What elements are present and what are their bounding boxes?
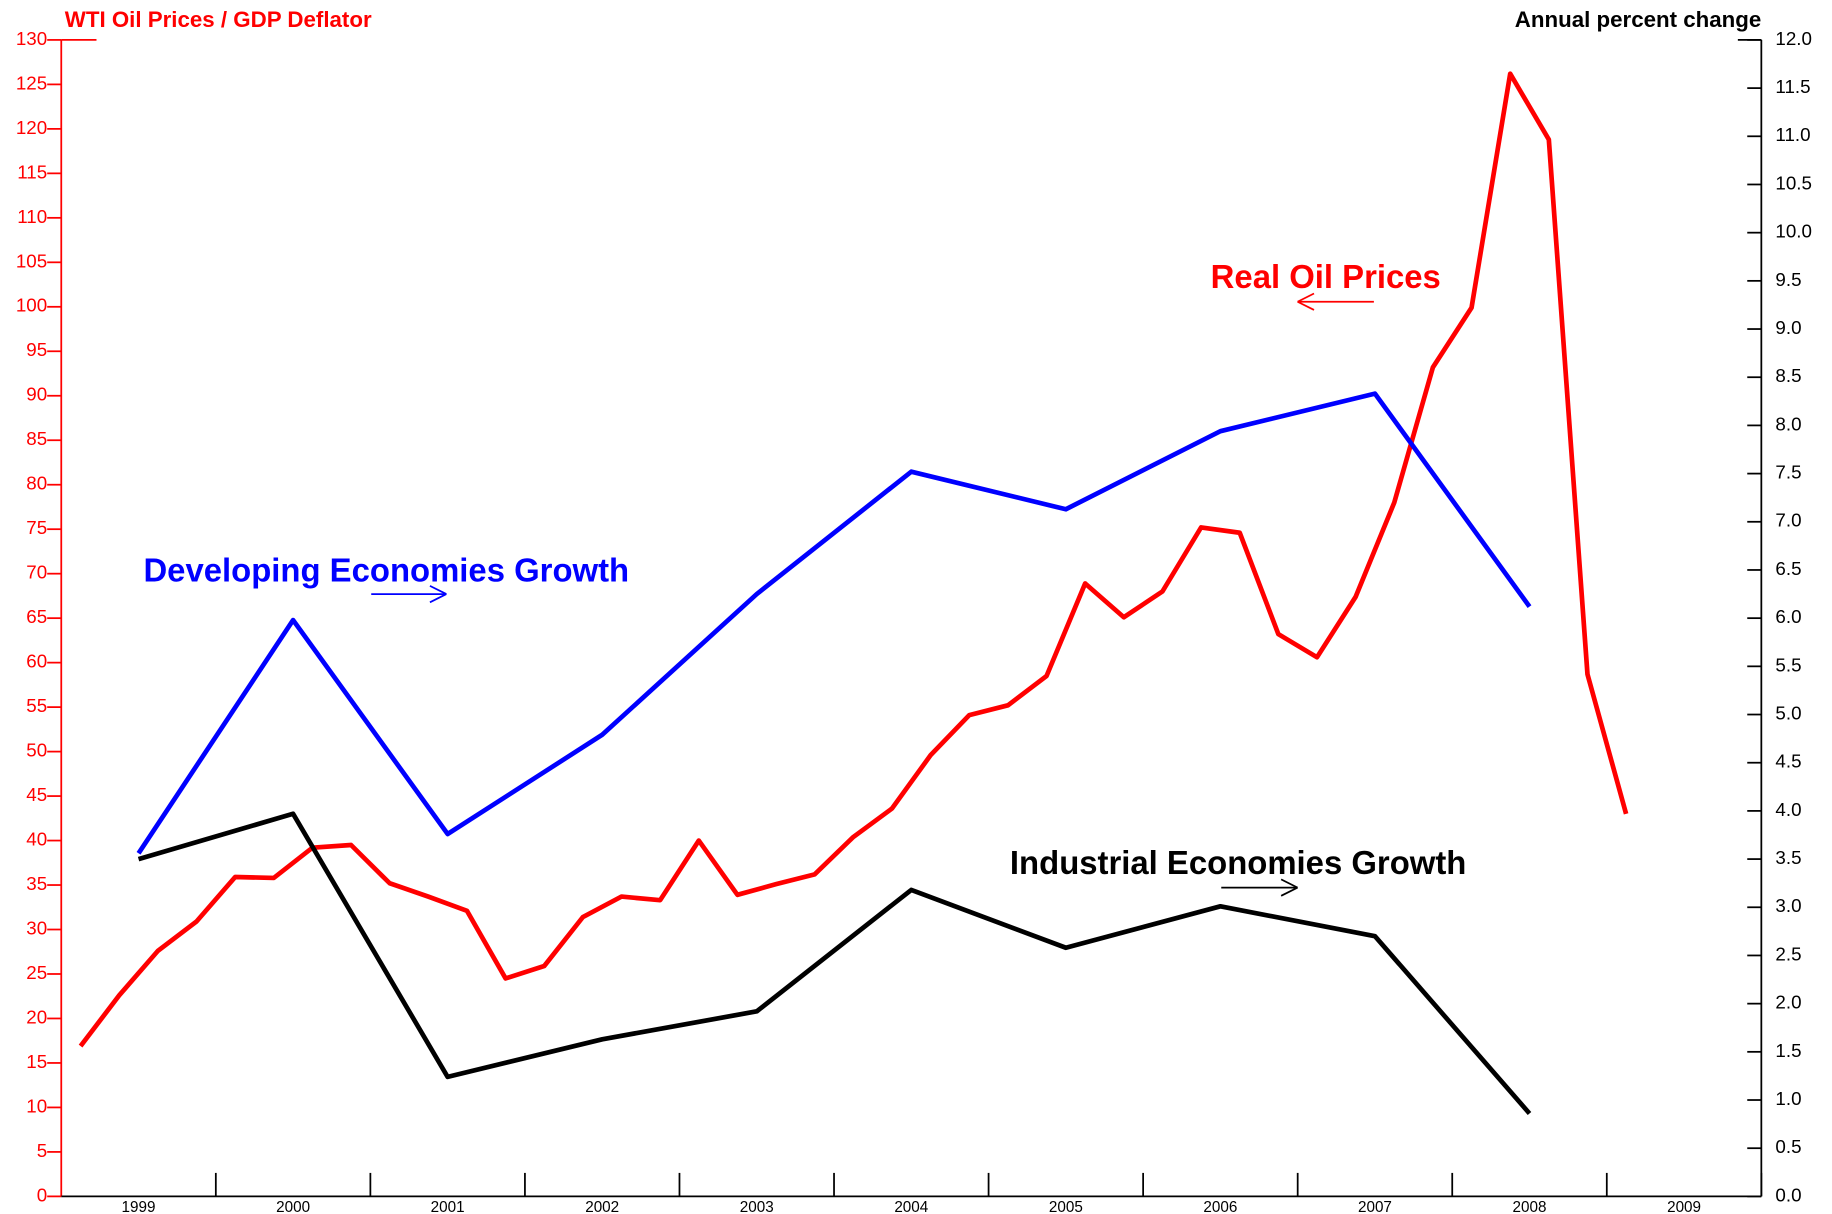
series-line <box>136 391 1532 855</box>
y2-axis-title: Annual percent change <box>1515 7 1762 32</box>
arrow <box>1297 292 1374 311</box>
y-tick-label: 65 <box>26 606 47 627</box>
y-tick-label: 30 <box>26 917 47 938</box>
y-tick-label: 15 <box>26 1051 47 1072</box>
y2-tick-label: 3.0 <box>1775 895 1801 916</box>
y-tick-label: 25 <box>26 962 47 983</box>
y2-tick-label: 0.5 <box>1775 1136 1801 1157</box>
y2-tick-label: 11.5 <box>1775 76 1810 97</box>
x-tick-label: 1999 <box>122 1199 156 1214</box>
y2-tick-label: 7.5 <box>1775 462 1801 483</box>
y2-tick-label: 6.0 <box>1775 606 1801 627</box>
y2-tick-label: 8.0 <box>1775 413 1801 434</box>
y-tick-label: 95 <box>26 339 47 360</box>
y-tick-label: 80 <box>26 473 47 494</box>
y-tick-label: 90 <box>26 384 47 405</box>
y2-tick-label: 0.0 <box>1775 1184 1801 1205</box>
y-tick-label: 10 <box>26 1095 47 1116</box>
x-tick-label: 2004 <box>894 1199 928 1214</box>
y-tick-label: 130 <box>16 28 47 49</box>
y-tick-label: 60 <box>26 651 47 672</box>
series-label: Developing Economies Growth <box>143 552 629 589</box>
x-tick-label: 2000 <box>276 1199 310 1214</box>
y2-tick-label: 11.0 <box>1775 124 1810 145</box>
arrow <box>371 585 447 604</box>
y-tick-label: 85 <box>26 428 47 449</box>
y2-tick-label: 7.0 <box>1775 510 1801 531</box>
x-tick-label: 2003 <box>740 1199 774 1214</box>
y-tick-label: 40 <box>26 829 47 850</box>
x-tick-label: 2001 <box>431 1199 465 1214</box>
y-tick-label: 115 <box>17 161 47 182</box>
y-tick-label: 125 <box>16 72 47 93</box>
y-tick-label: 0 <box>37 1184 47 1205</box>
y-tick-label: 5 <box>37 1140 47 1161</box>
y-tick-label: 70 <box>26 562 47 583</box>
x-tick-label: 2006 <box>1203 1199 1237 1214</box>
y2-tick-label: 4.5 <box>1775 751 1801 772</box>
arrow <box>1221 878 1298 897</box>
x-tick-label: 2009 <box>1667 1199 1701 1214</box>
series-label: Industrial Economies Growth <box>1010 844 1466 881</box>
y2-tick-label: 1.0 <box>1775 1088 1801 1109</box>
x-tick-label: 2002 <box>585 1199 619 1214</box>
y-tick-label: 55 <box>26 695 47 716</box>
y-tick-label: 100 <box>16 295 47 316</box>
y2-tick-label: 4.0 <box>1775 799 1801 820</box>
y-tick-label: 120 <box>16 117 47 138</box>
y2-tick-label: 2.5 <box>1775 943 1801 964</box>
y-tick-label: 75 <box>26 517 47 538</box>
y2-tick-label: 5.0 <box>1775 702 1801 723</box>
y2-tick-label: 10.0 <box>1775 221 1812 242</box>
x-tick-label: 2007 <box>1358 1199 1392 1214</box>
y-tick-label: 20 <box>26 1006 47 1027</box>
y2-tick-label: 1.5 <box>1775 1040 1801 1061</box>
y-tick-label: 50 <box>26 740 47 761</box>
series-line <box>78 71 1629 1048</box>
series-label: Real Oil Prices <box>1211 258 1441 295</box>
y2-tick-label: 5.5 <box>1775 654 1801 675</box>
y2-tick-label: 6.5 <box>1775 558 1801 579</box>
arrows <box>371 292 1374 897</box>
y2-tick-label: 9.5 <box>1775 269 1801 290</box>
chart-title: WTI Oil Prices / GDP Deflator <box>65 7 372 32</box>
y2-tick-label: 3.5 <box>1775 847 1801 868</box>
y2-tick-label: 12.0 <box>1775 28 1812 49</box>
y-tick-label: 45 <box>26 784 47 805</box>
y-tick-label: 110 <box>17 206 47 227</box>
y2-tick-label: 8.5 <box>1775 365 1801 386</box>
y-tick-label: 105 <box>16 250 47 271</box>
y2-tick-label: 2.0 <box>1775 992 1801 1013</box>
series-line <box>137 811 1532 1116</box>
y2-tick-label: 10.5 <box>1775 172 1812 193</box>
x-tick-label: 2008 <box>1513 1199 1547 1214</box>
y2-tick-label: 9.0 <box>1775 317 1801 338</box>
x-tick-label: 2005 <box>1049 1199 1083 1214</box>
y-tick-label: 35 <box>26 873 47 894</box>
